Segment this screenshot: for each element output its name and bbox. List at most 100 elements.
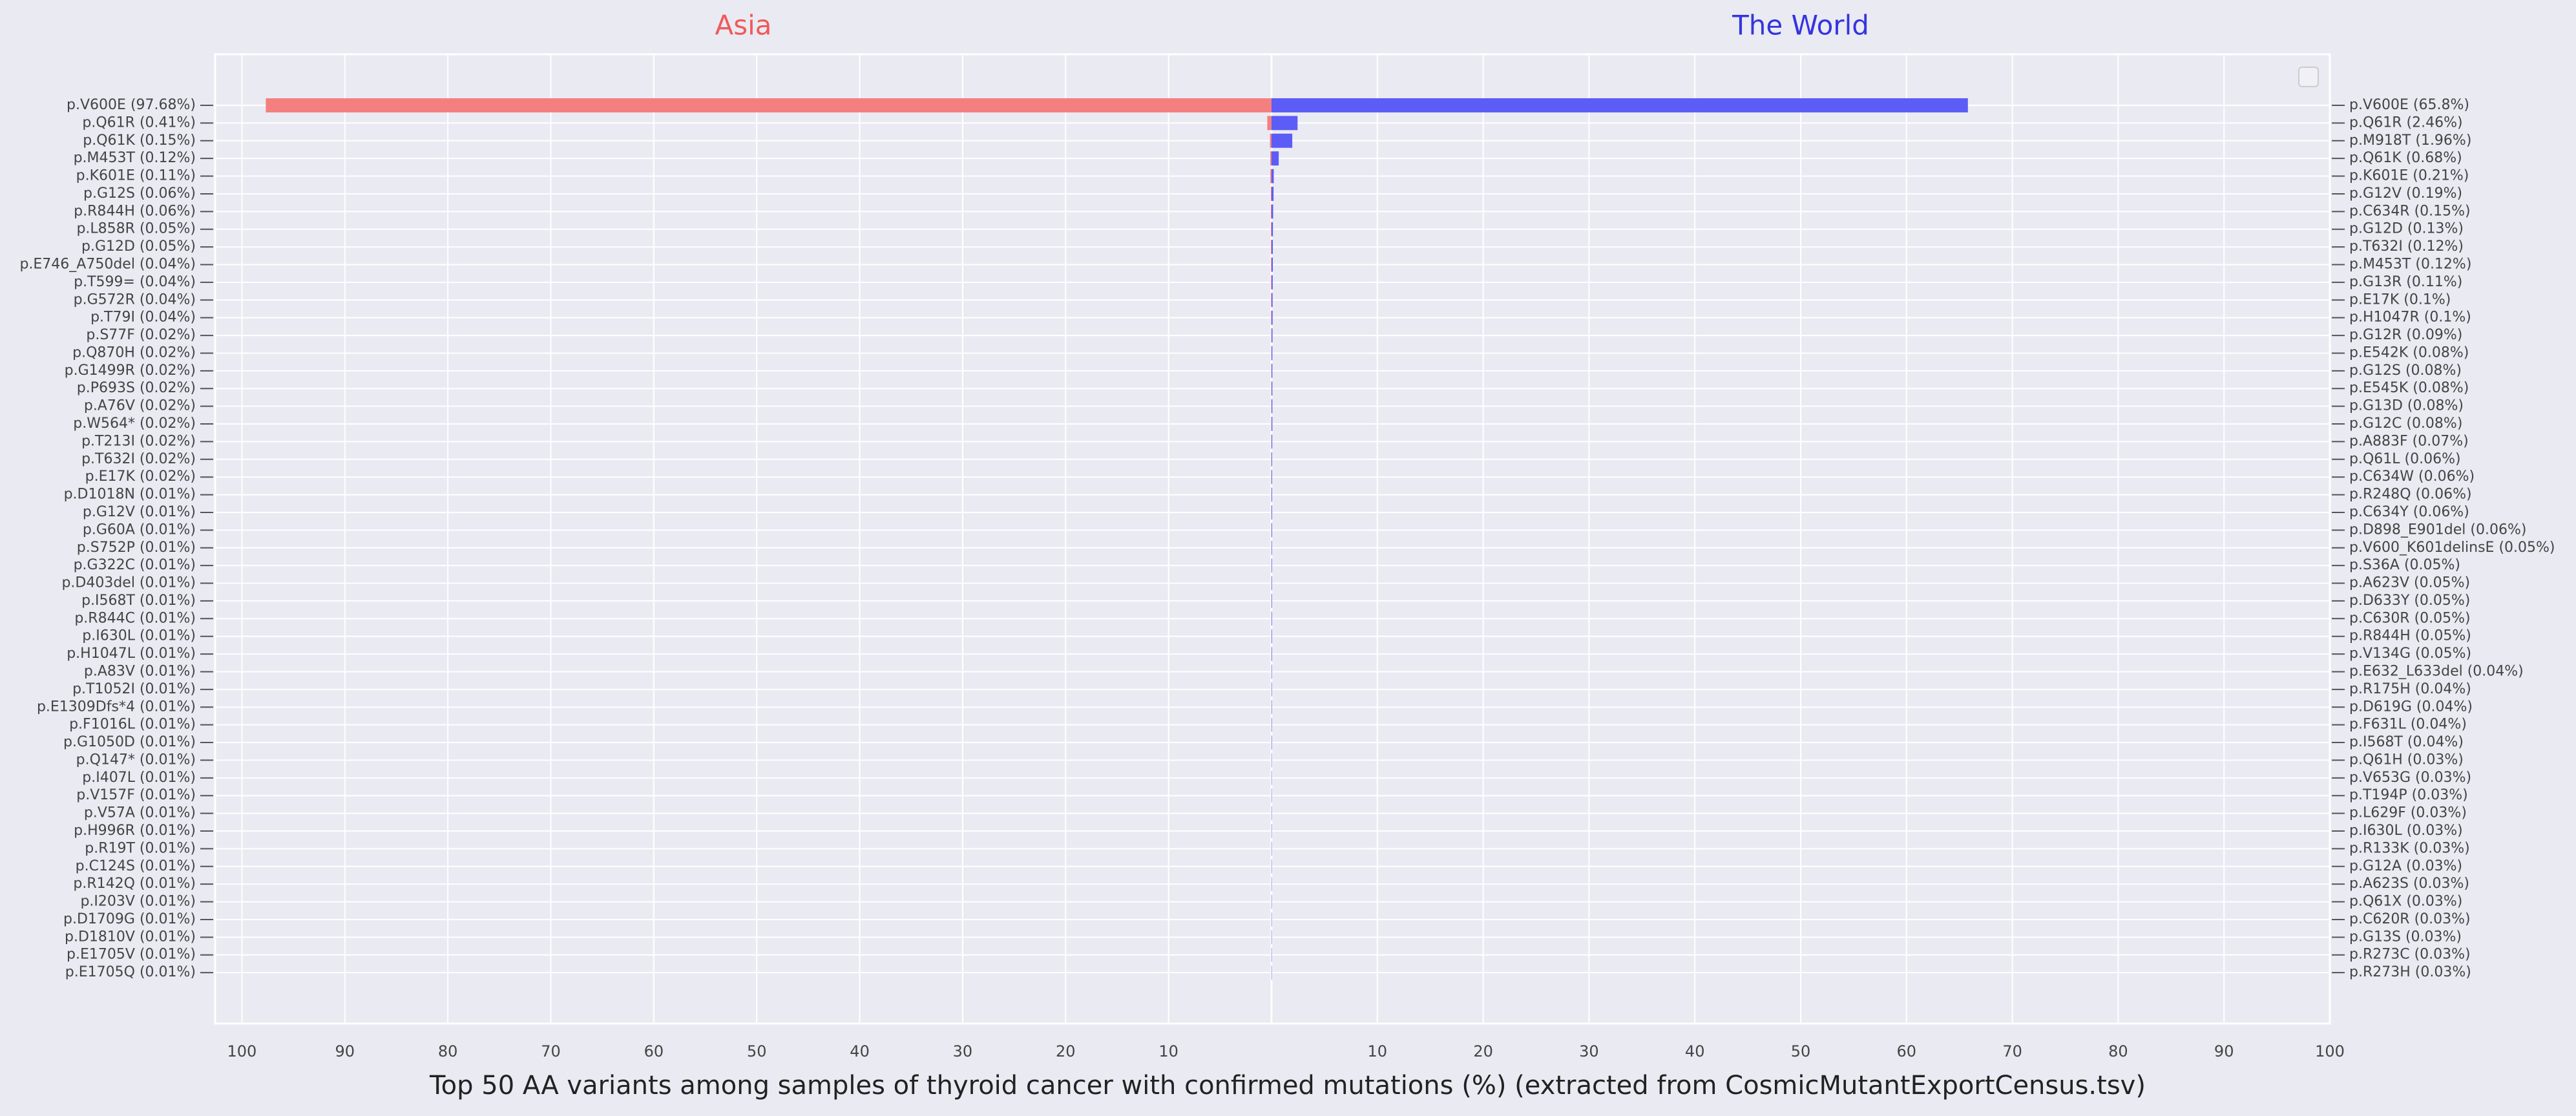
bar [1270, 169, 1272, 184]
y-tick-label: p.Q147* (0.01%) [76, 752, 196, 768]
y-tick-label: p.E17K (0.02%) [85, 469, 196, 485]
x-tick-label: 80 [2108, 1042, 2128, 1060]
bar [1267, 116, 1272, 131]
y-tick-label: p.T599= (0.04%) [74, 274, 196, 290]
y-tick-label: p.Q61R (0.41%) [82, 114, 196, 131]
chart-title: Top 50 AA variants among samples of thyr… [429, 1071, 2146, 1100]
y-tick-label: p.E1705Q (0.01%) [65, 964, 196, 980]
y-tick-label: p.T632I (0.02%) [81, 451, 196, 467]
x-tick-label: 100 [227, 1042, 257, 1060]
bar [1271, 275, 1272, 290]
bar [1272, 116, 1298, 131]
y-tick-label: p.G12V (0.19%) [2349, 185, 2462, 202]
y-tick-label: p.C620R (0.03%) [2349, 911, 2471, 927]
bar [266, 98, 1272, 112]
x-tick-label: 50 [747, 1042, 767, 1060]
y-tick-label: p.D619G (0.04%) [2349, 699, 2473, 715]
y-tick-label: p.M453T (0.12%) [74, 150, 196, 166]
y-tick-label: p.A623S (0.03%) [2349, 876, 2469, 892]
y-tick-label: p.Q61K (0.15%) [83, 132, 196, 149]
y-tick-label: p.D1709G (0.01%) [63, 911, 196, 927]
y-tick-label: p.V134G (0.05%) [2349, 646, 2471, 662]
y-tick-label: p.L858R (0.05%) [76, 221, 196, 237]
y-tick-label: p.G12V (0.01%) [83, 504, 196, 520]
y-tick-label: p.I630L (0.03%) [2349, 823, 2463, 839]
y-tick-label: p.R175H (0.04%) [2349, 681, 2471, 697]
x-tick-label: 40 [850, 1042, 870, 1060]
x-tick-label: 90 [335, 1042, 355, 1060]
y-tick-label: p.A883F (0.07%) [2349, 433, 2469, 449]
bar [1272, 98, 1968, 112]
y-tick-label: p.M453T (0.12%) [2349, 257, 2471, 273]
y-tick-label: p.T79I (0.04%) [90, 310, 196, 326]
x-tick-label: 50 [1791, 1042, 1811, 1060]
y-tick-label: p.G60A (0.01%) [83, 521, 196, 538]
bar [1272, 151, 1279, 166]
y-tick-label: p.C630R (0.05%) [2349, 610, 2471, 626]
x-tick-label: 80 [438, 1042, 458, 1060]
y-tick-label: p.T213I (0.02%) [81, 433, 196, 449]
x-tick-label: 30 [1579, 1042, 1599, 1060]
y-tick-label: p.A83V (0.01%) [84, 663, 196, 679]
y-tick-label: p.V600E (97.68%) [67, 97, 196, 113]
y-tick-label: p.R273C (0.03%) [2349, 947, 2471, 963]
y-tick-label: p.D898_E901del (0.06%) [2349, 521, 2526, 538]
y-tick-label: p.A76V (0.02%) [84, 398, 196, 414]
bar [1272, 204, 1273, 219]
bar [1272, 133, 1293, 148]
y-tick-label: p.I630L (0.01%) [82, 628, 196, 644]
bar [1271, 240, 1272, 255]
y-tick-label: p.F1016L (0.01%) [69, 717, 196, 733]
y-tick-label: p.R844H (0.06%) [74, 203, 196, 219]
y-tick-label: p.G12D (0.13%) [2349, 221, 2464, 237]
y-tick-label: p.W564* (0.02%) [73, 416, 196, 432]
y-tick-label: p.T194P (0.03%) [2349, 787, 2468, 803]
y-tick-label: p.G12C (0.08%) [2349, 416, 2462, 432]
y-tick-label: p.V57A (0.01%) [84, 805, 196, 821]
x-tick-label: 20 [1056, 1042, 1076, 1060]
x-tick-label: 10 [1368, 1042, 1388, 1060]
x-tick-label: 20 [1473, 1042, 1493, 1060]
x-tick-label: 40 [1685, 1042, 1705, 1060]
y-tick-label: p.G13R (0.11%) [2349, 274, 2462, 290]
y-tick-label: p.G1050D (0.01%) [63, 734, 196, 750]
y-tick-label: p.R19T (0.01%) [85, 840, 196, 856]
y-tick-label: p.Q61H (0.03%) [2349, 752, 2464, 768]
y-tick-label: p.Q61R (2.46%) [2349, 114, 2463, 131]
bar [1272, 293, 1273, 308]
bar [1270, 151, 1272, 166]
bar [1271, 310, 1272, 325]
y-tick-label: p.E542K (0.08%) [2349, 344, 2469, 361]
y-tick-label: p.G12D (0.05%) [81, 238, 196, 255]
panel-title: The World [1732, 10, 1869, 41]
y-tick-label: p.E632_L633del (0.04%) [2349, 663, 2524, 679]
y-tick-label: p.R273H (0.03%) [2349, 964, 2471, 980]
y-tick-label: p.G572R (0.04%) [74, 291, 196, 308]
x-tick-label: 60 [1897, 1042, 1917, 1060]
y-tick-label: p.Q61L (0.06%) [2349, 451, 2461, 467]
bar [1271, 257, 1272, 272]
y-tick-label: p.G12A (0.03%) [2349, 858, 2462, 874]
bar [1271, 293, 1272, 308]
bar [1272, 186, 1274, 201]
bar [1271, 222, 1272, 237]
y-tick-label: p.D403del (0.01%) [61, 575, 196, 591]
y-tick-label: p.V600E (65.8%) [2349, 97, 2469, 113]
y-tick-label: p.V157F (0.01%) [76, 787, 196, 803]
bar [1270, 133, 1272, 148]
y-tick-label: p.I568T (0.01%) [81, 593, 196, 609]
y-tick-label: p.Q870H (0.02%) [72, 344, 196, 361]
x-tick-label: 30 [953, 1042, 973, 1060]
y-tick-label: p.G1499R (0.02%) [65, 363, 196, 379]
y-tick-label: p.D633Y (0.05%) [2349, 593, 2470, 609]
bar [1271, 186, 1272, 201]
y-tick-label: p.G13D (0.08%) [2349, 398, 2464, 414]
bar [1272, 257, 1273, 272]
y-tick-label: p.H1047R (0.1%) [2349, 310, 2471, 326]
y-tick-label: p.H996R (0.01%) [74, 823, 196, 839]
bar [1272, 169, 1274, 184]
y-tick-label: p.Q61X (0.03%) [2349, 894, 2462, 910]
